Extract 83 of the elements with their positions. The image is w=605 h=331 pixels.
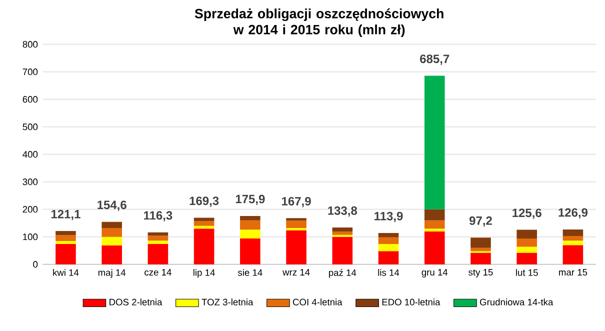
bar xyxy=(378,244,399,252)
bar xyxy=(240,216,260,220)
bar xyxy=(562,245,584,264)
bar xyxy=(378,237,399,244)
bar xyxy=(424,76,445,210)
total-label: 167,9 xyxy=(282,196,311,208)
bar xyxy=(194,228,214,264)
bar xyxy=(332,236,353,264)
bar xyxy=(516,252,537,264)
total-label: 133,8 xyxy=(328,206,358,217)
bar xyxy=(240,220,260,230)
y-tick-label: 0 xyxy=(33,261,38,268)
bar xyxy=(56,244,76,264)
bar xyxy=(286,220,306,228)
bar xyxy=(194,226,214,229)
y-tick-label: 100 xyxy=(23,234,38,240)
y-tick-label: 700 xyxy=(22,68,38,76)
bar xyxy=(424,228,445,232)
bar xyxy=(516,230,537,238)
bar xyxy=(332,228,353,232)
bar xyxy=(286,218,306,221)
bar xyxy=(378,251,399,264)
bar xyxy=(102,222,122,228)
bar xyxy=(378,233,399,238)
bar xyxy=(194,221,214,226)
total-label: 169,3 xyxy=(190,196,219,207)
x-tick-label: gru 14 xyxy=(422,269,448,278)
bar xyxy=(56,240,76,244)
total-label: 113,9 xyxy=(374,212,403,222)
bar xyxy=(240,238,260,264)
bar xyxy=(102,245,122,264)
bar xyxy=(470,248,491,252)
bar xyxy=(56,231,76,236)
x-tick-label: maj 14 xyxy=(98,269,126,278)
bar xyxy=(56,235,76,241)
x-tick-label: lut 15 xyxy=(516,269,538,276)
x-tick-label: cze 14 xyxy=(144,269,172,276)
bar xyxy=(102,236,122,246)
x-tick-label: lip 14 xyxy=(194,269,215,278)
x-tick-label: paź 14 xyxy=(328,269,356,278)
bar xyxy=(286,230,306,264)
bar xyxy=(470,238,491,248)
total-label: 126,9 xyxy=(558,208,588,219)
bar xyxy=(562,236,584,241)
bar xyxy=(424,209,445,220)
legend-label: TOZ 3-letnia xyxy=(202,298,254,306)
y-tick-label: 800 xyxy=(22,41,38,48)
total-label: 175,9 xyxy=(236,194,265,206)
y-tick-label: 300 xyxy=(22,178,38,186)
bar xyxy=(470,252,491,264)
total-label: 685,7 xyxy=(420,54,450,65)
bar xyxy=(516,246,537,253)
x-tick-label: sty 15 xyxy=(468,269,493,278)
total-label: 125,6 xyxy=(512,208,542,219)
y-tick-label: 600 xyxy=(22,96,38,103)
total-label: 97,2 xyxy=(469,216,492,227)
bar xyxy=(148,244,168,264)
bar xyxy=(562,240,584,246)
bar xyxy=(148,240,168,244)
x-tick-label: wrz 14 xyxy=(282,269,310,276)
legend-label: EDO 10-letnia xyxy=(382,298,440,306)
bar xyxy=(102,228,122,237)
y-tick-label: 500 xyxy=(22,124,38,130)
chart-title: Sprzedaż obligacji oszczędnościowych w 2014 i 2015 roku (mln zł) xyxy=(194,8,444,37)
y-tick-label: 200 xyxy=(22,206,38,213)
bar xyxy=(240,230,260,238)
x-tick-label: lis 14 xyxy=(378,269,400,276)
total-label: 154,6 xyxy=(98,200,126,211)
bar xyxy=(562,229,584,236)
y-tick-label: 400 xyxy=(22,151,38,158)
bar xyxy=(148,236,168,241)
x-tick-label: mar 15 xyxy=(559,269,588,276)
legend-label: Grudniowa 14-tka xyxy=(480,298,554,306)
total-label: 116,3 xyxy=(144,211,172,222)
x-tick-label: kwi 14 xyxy=(53,269,79,276)
bar xyxy=(516,238,537,247)
legend-label: DOS 2-letnia xyxy=(110,298,162,306)
total-label: 121,1 xyxy=(51,210,80,220)
x-tick-label: sie 14 xyxy=(238,269,262,276)
bar xyxy=(424,231,445,264)
bar xyxy=(424,220,445,229)
bar xyxy=(332,232,353,235)
legend-label: COI 4-letnia xyxy=(292,298,342,306)
